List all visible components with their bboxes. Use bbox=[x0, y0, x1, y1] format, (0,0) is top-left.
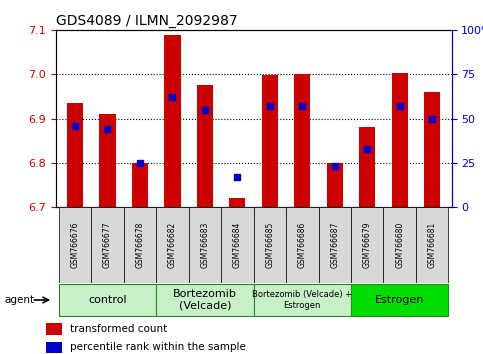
Bar bbox=[416, 207, 448, 283]
Bar bbox=[197, 85, 213, 207]
Bar bbox=[124, 207, 156, 283]
Bar bbox=[254, 207, 286, 283]
Bar bbox=[359, 127, 375, 207]
Point bbox=[331, 164, 339, 169]
Point bbox=[396, 103, 403, 109]
Bar bbox=[351, 207, 384, 283]
Bar bbox=[221, 207, 254, 283]
Point bbox=[136, 160, 144, 166]
Bar bbox=[59, 284, 156, 316]
Text: GSM766684: GSM766684 bbox=[233, 222, 242, 268]
Text: percentile rank within the sample: percentile rank within the sample bbox=[70, 342, 245, 352]
Point bbox=[104, 126, 112, 132]
Point bbox=[363, 146, 371, 152]
Text: GSM766678: GSM766678 bbox=[135, 222, 144, 268]
Text: GDS4089 / ILMN_2092987: GDS4089 / ILMN_2092987 bbox=[56, 14, 237, 28]
Point bbox=[233, 174, 241, 180]
Bar bbox=[132, 163, 148, 207]
Bar bbox=[392, 73, 408, 207]
Point bbox=[201, 107, 209, 113]
Point bbox=[71, 123, 79, 129]
Bar bbox=[262, 75, 278, 207]
Bar bbox=[46, 342, 62, 353]
Bar bbox=[351, 284, 448, 316]
Text: GSM766685: GSM766685 bbox=[265, 222, 274, 268]
Text: Estrogen: Estrogen bbox=[375, 295, 425, 305]
Point bbox=[266, 103, 274, 109]
Text: Bortezomib (Velcade) +
Estrogen: Bortezomib (Velcade) + Estrogen bbox=[252, 290, 352, 310]
Bar bbox=[294, 74, 311, 207]
Bar bbox=[189, 207, 221, 283]
Bar bbox=[67, 103, 83, 207]
Bar bbox=[229, 198, 245, 207]
Text: transformed count: transformed count bbox=[70, 324, 167, 334]
Text: Bortezomib
(Velcade): Bortezomib (Velcade) bbox=[173, 289, 237, 311]
Text: GSM766677: GSM766677 bbox=[103, 222, 112, 268]
Text: control: control bbox=[88, 295, 127, 305]
Text: GSM766683: GSM766683 bbox=[200, 222, 209, 268]
Text: GSM766682: GSM766682 bbox=[168, 222, 177, 268]
Bar bbox=[384, 207, 416, 283]
Bar bbox=[318, 207, 351, 283]
Text: GSM766681: GSM766681 bbox=[427, 222, 437, 268]
Bar bbox=[99, 114, 115, 207]
Text: GSM766676: GSM766676 bbox=[71, 222, 80, 268]
Text: GSM766686: GSM766686 bbox=[298, 222, 307, 268]
Point bbox=[298, 103, 306, 109]
Text: agent: agent bbox=[5, 295, 35, 305]
Text: GSM766680: GSM766680 bbox=[395, 222, 404, 268]
Text: GSM766687: GSM766687 bbox=[330, 222, 339, 268]
Bar bbox=[46, 323, 62, 335]
Bar bbox=[286, 207, 318, 283]
Point bbox=[169, 95, 176, 100]
Point bbox=[428, 116, 436, 121]
Bar bbox=[164, 35, 181, 207]
Bar bbox=[156, 207, 189, 283]
Bar bbox=[424, 92, 440, 207]
Text: GSM766679: GSM766679 bbox=[363, 222, 372, 268]
Bar bbox=[254, 284, 351, 316]
Bar bbox=[91, 207, 124, 283]
Bar bbox=[327, 163, 343, 207]
Bar bbox=[156, 284, 254, 316]
Bar bbox=[59, 207, 91, 283]
